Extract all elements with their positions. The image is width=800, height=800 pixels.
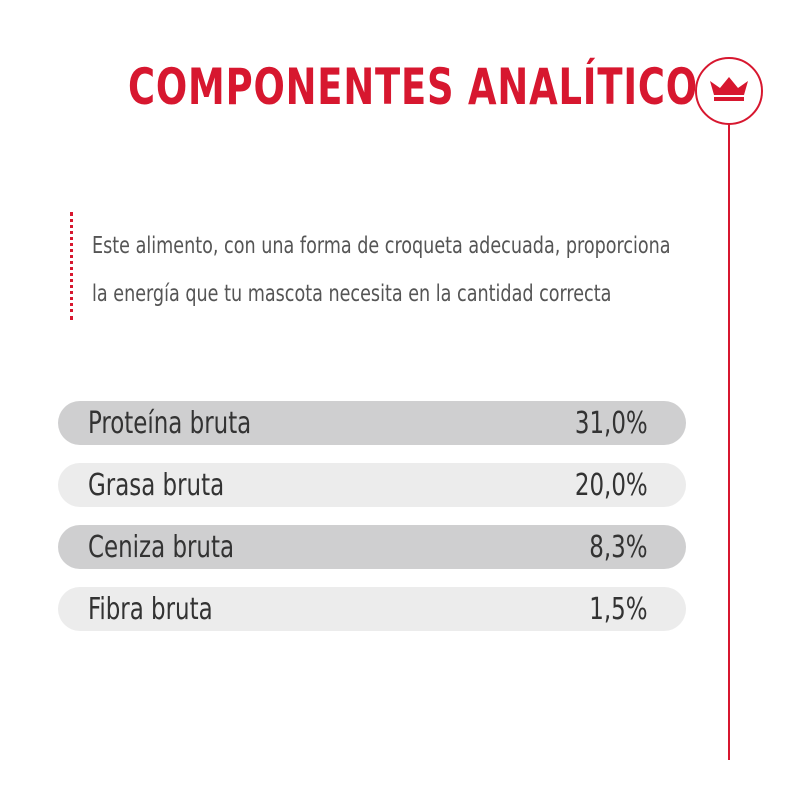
- logo-line: [695, 57, 763, 760]
- nutrient-value: 1,5%: [589, 592, 648, 627]
- description-line: la energía que tu mascota necesita en la…: [92, 281, 612, 307]
- nutrient-value: 8,3%: [589, 530, 648, 565]
- table-row: Proteína bruta 31,0%: [58, 401, 686, 445]
- nutrient-value: 20,0%: [575, 468, 648, 503]
- nutrient-name: Proteína bruta: [88, 406, 252, 441]
- nutrient-value: 31,0%: [575, 406, 648, 441]
- description-line: Este alimento, con una forma de croqueta…: [92, 233, 671, 259]
- table-row: Fibra bruta 1,5%: [58, 587, 686, 631]
- title: COMPONENTES ANALÍTICOS: [128, 58, 726, 116]
- nutrient-name: Grasa bruta: [88, 468, 225, 503]
- nutrient-name: Fibra bruta: [88, 592, 213, 627]
- table-row: Ceniza bruta 8,3%: [58, 525, 686, 569]
- nutrient-name: Ceniza bruta: [88, 530, 235, 565]
- description: Este alimento, con una forma de croqueta…: [92, 222, 671, 318]
- dotted-rule: [70, 212, 73, 320]
- table-row: Grasa bruta 20,0%: [58, 463, 686, 507]
